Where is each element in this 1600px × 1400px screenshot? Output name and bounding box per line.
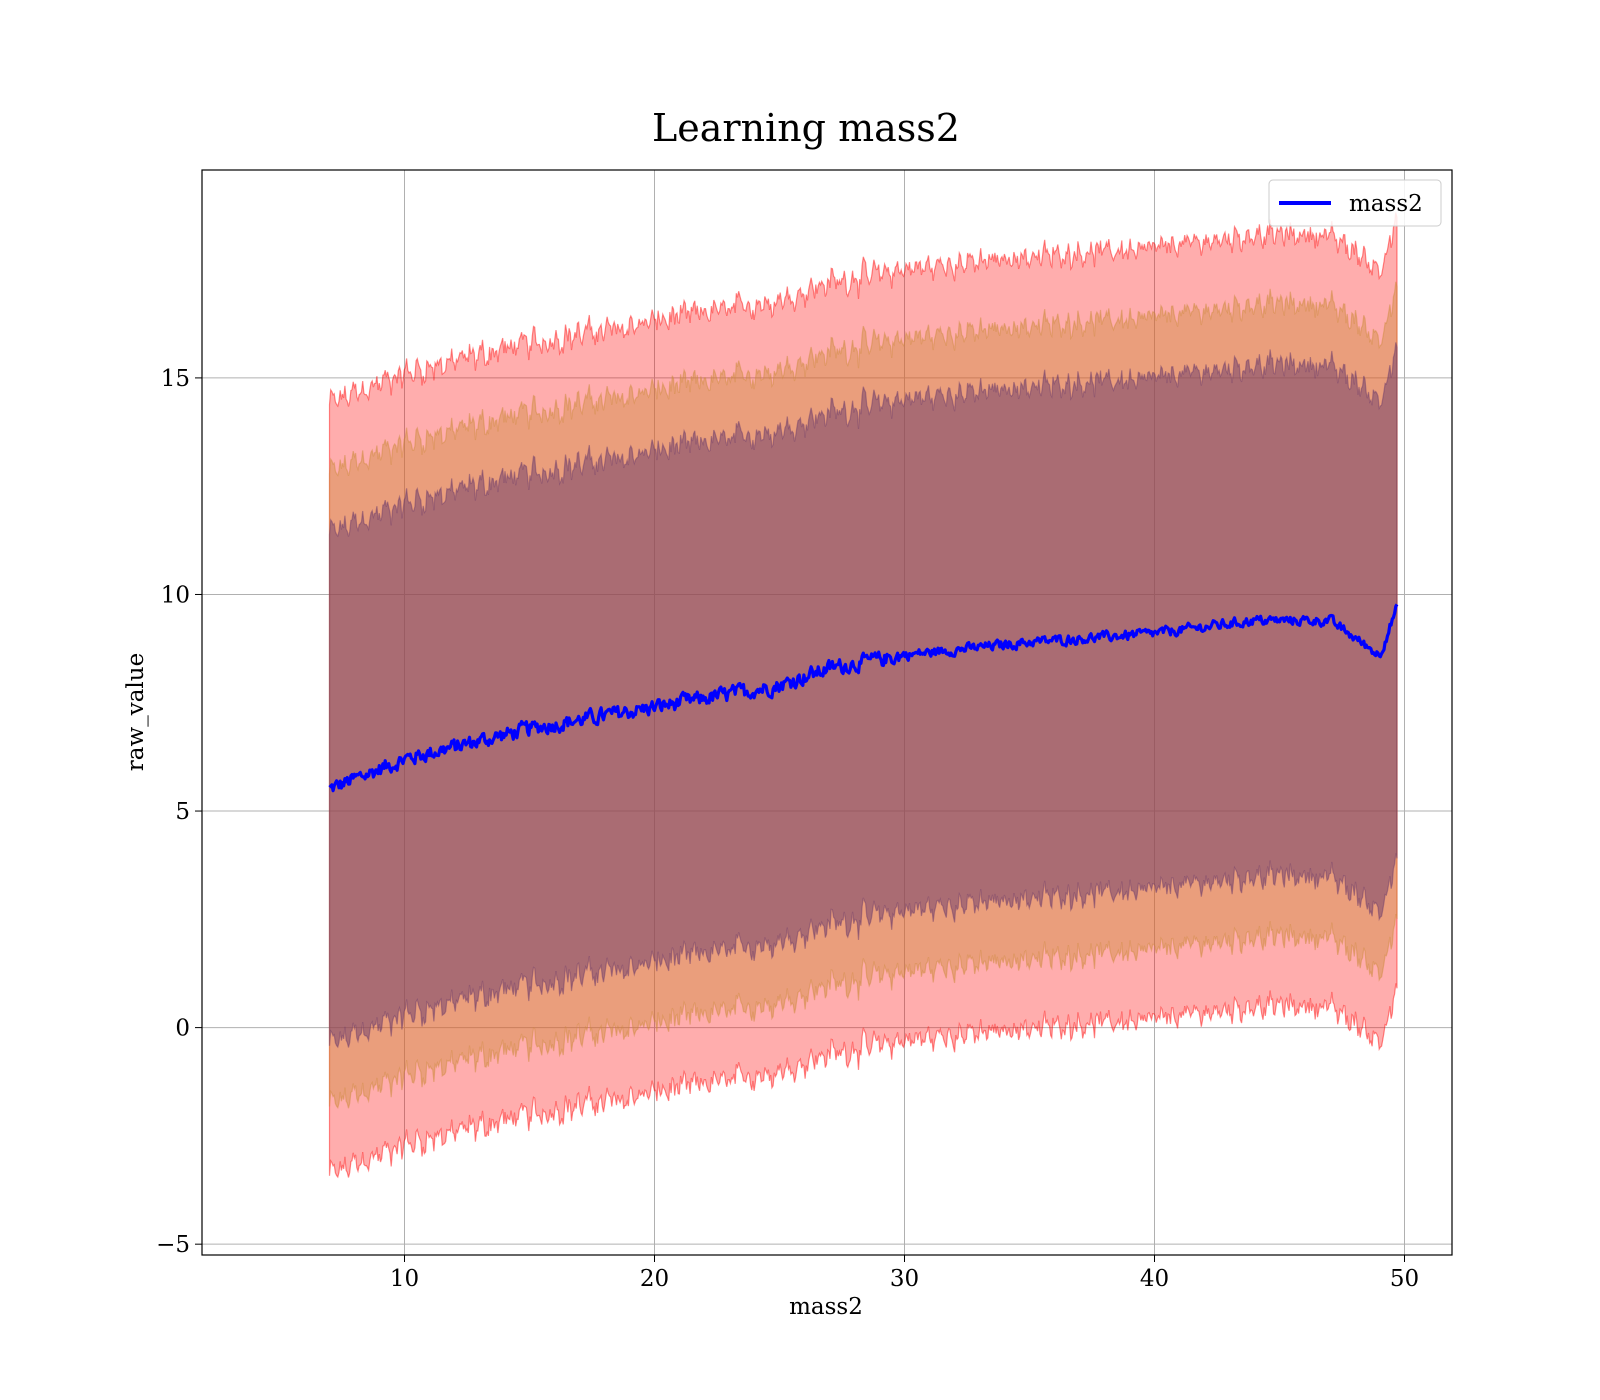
legend-box: [1268, 179, 1442, 227]
series-line-mass2: [328, 603, 1399, 793]
legend: mass2: [1268, 179, 1442, 227]
y-tick-label--5: −5: [156, 1232, 190, 1258]
y-tick-label-5: 5: [175, 799, 190, 825]
x-tick-label-50: 50: [1390, 1266, 1419, 1292]
x-tick-label-10: 10: [390, 1266, 419, 1292]
axis-ticks: 10 20 30 40 50 −5 0 5 10 15: [156, 366, 1419, 1292]
y-tick-label-0: 0: [175, 1016, 190, 1042]
x-tick-label-40: 40: [1140, 1266, 1169, 1292]
y-axis-label: raw_value: [123, 653, 149, 771]
legend-label-mass2: mass2: [1349, 191, 1423, 217]
x-tick-label-30: 30: [890, 1266, 919, 1292]
chart-title: Learning mass2: [652, 106, 960, 150]
plot-area-frame: [201, 169, 1453, 1256]
series-lines: [328, 603, 1399, 793]
x-tick-label-20: 20: [640, 1266, 669, 1292]
y-tick-label-15: 15: [161, 366, 190, 392]
band-inner: [328, 342, 1398, 1049]
x-axis-label: mass2: [789, 1294, 863, 1320]
y-tick-label-10: 10: [161, 582, 190, 608]
confidence-bands: [328, 212, 1398, 1179]
